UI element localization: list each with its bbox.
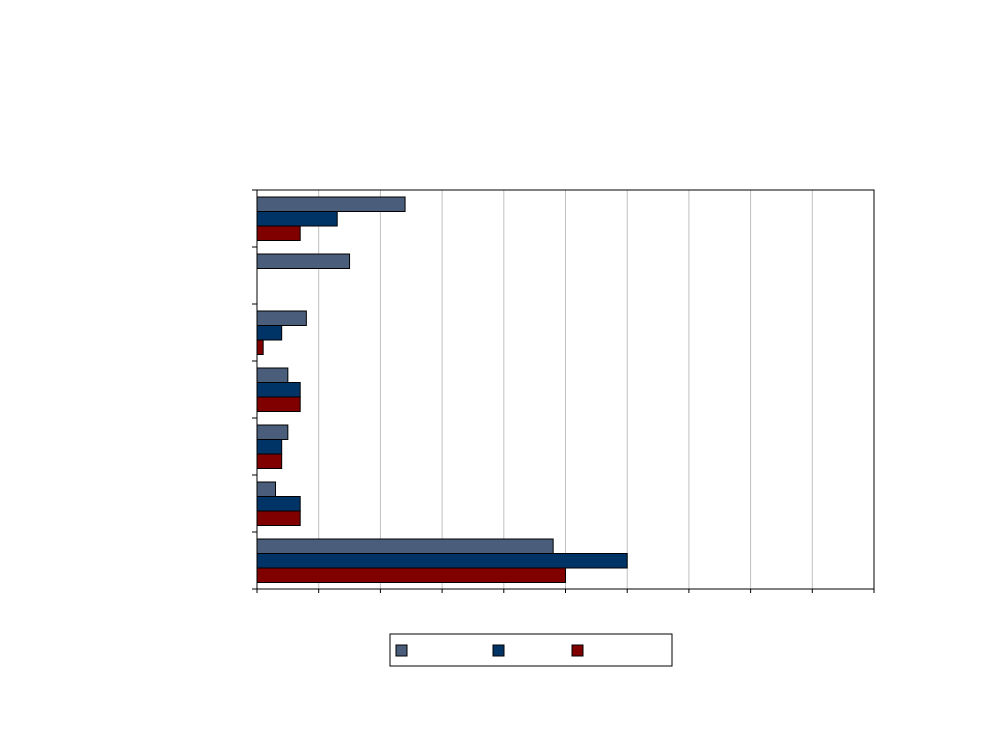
legend-swatch-2 <box>492 644 505 657</box>
bar-series-2-category-7 <box>256 553 628 569</box>
bar-series-3-category-3 <box>256 339 264 355</box>
bar-series-3-category-7 <box>256 567 566 583</box>
bar-series-1-category-2 <box>256 253 351 269</box>
bar-series-1-category-4 <box>256 367 289 383</box>
bar-series-1-category-3 <box>256 310 307 326</box>
bar-series-3-category-5 <box>256 453 283 469</box>
axes <box>252 189 875 593</box>
bar-series-2-category-3 <box>256 325 283 341</box>
legend-swatch-1 <box>395 644 408 657</box>
bar-series-3-category-4 <box>256 396 301 412</box>
legend-box <box>389 633 673 667</box>
legend-swatch-3 <box>571 644 584 657</box>
bar-series-1-category-1 <box>256 196 406 212</box>
bar-series-1-category-6 <box>256 481 277 497</box>
bar-series-3-category-1 <box>256 225 301 241</box>
bar-series-3-category-6 <box>256 510 301 526</box>
gridlines <box>257 190 874 589</box>
bar-series-1-category-7 <box>256 538 554 554</box>
bar-series-2-category-1 <box>256 211 338 227</box>
bar-series-1-category-5 <box>256 424 289 440</box>
bar-series-2-category-5 <box>256 439 283 455</box>
bar-series-2-category-4 <box>256 382 301 398</box>
legend <box>389 633 673 667</box>
bar-series-2-category-6 <box>256 496 301 512</box>
